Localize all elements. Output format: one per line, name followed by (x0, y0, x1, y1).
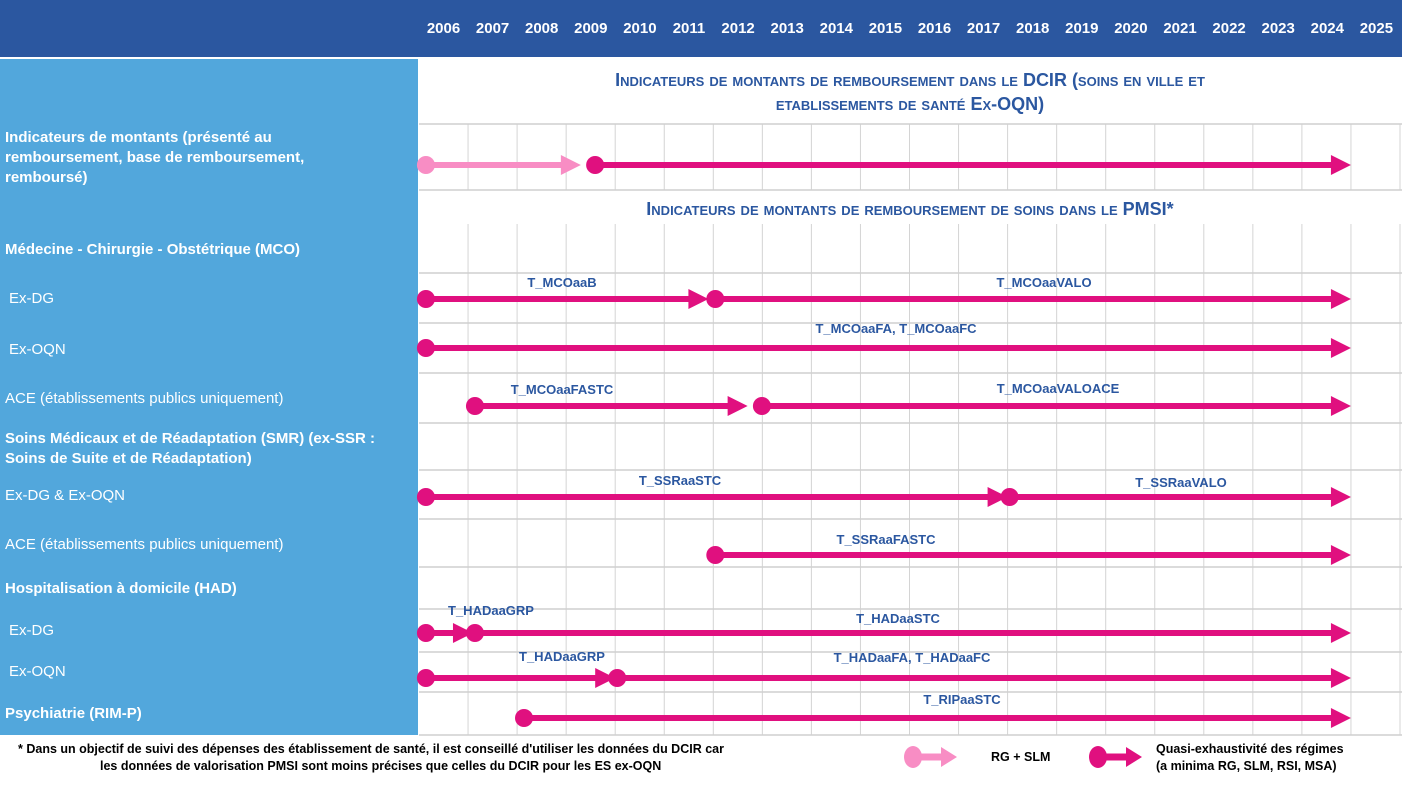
legend-dot-icon (1089, 746, 1107, 768)
year-label: 2007 (475, 20, 510, 37)
year-label: 2014 (819, 20, 853, 37)
start-dot-icon (416, 488, 435, 506)
start-dot-icon (608, 669, 627, 687)
start-dot-icon (1000, 488, 1019, 506)
arrow-head-icon (1330, 155, 1351, 175)
year-label: 2022 (1212, 20, 1246, 37)
arrow-head-icon (560, 155, 581, 175)
arrow-head-icon (1330, 545, 1351, 565)
year-label: 2021 (1163, 20, 1197, 37)
year-label: 2024 (1310, 20, 1344, 37)
pmsi-title: Indicateurs de montants de remboursement… (646, 199, 1174, 219)
year-label: 2017 (966, 20, 1001, 37)
start-dot-icon (416, 290, 435, 308)
year-header: 2006 2007 2008 2009 2010 2011 2012 2013 2014 2015… (0, 0, 1402, 57)
start-dot-icon (706, 290, 725, 308)
year-label: 2025 (1359, 20, 1394, 37)
year-label: 2008 (525, 20, 559, 37)
legend-arrow-head-icon (941, 747, 957, 767)
row-label-smr: Soins Médicaux et de Réadaptation (SMR) … (5, 430, 376, 467)
code-label: T_RIPaaSTC (923, 692, 1001, 707)
arrow-head-icon (727, 396, 748, 416)
start-dot-icon (586, 156, 605, 174)
dcir-title-1: Indicateurs de montants de remboursement… (615, 70, 1205, 90)
arrow-head-icon (688, 289, 709, 309)
row-label-mco: Médecine - Chirurgie - Obstétrique (MCO) (5, 241, 301, 258)
arrow-head-icon (987, 487, 1008, 507)
code-label: T_SSRaaSTC (638, 473, 722, 488)
year-label: 2013 (770, 20, 804, 37)
start-dot-icon (465, 624, 484, 642)
year-label: 2015 (868, 20, 903, 37)
arrow-head-icon (1330, 289, 1351, 309)
arrow-head-icon (1330, 668, 1351, 688)
start-dot-icon (416, 339, 435, 357)
code-label: T_MCOaaFASTC (510, 382, 614, 397)
year-label: 2019 (1065, 20, 1099, 37)
code-label: T_HADaaGRP (448, 603, 534, 618)
pmsi-title-band (419, 190, 1402, 224)
code-label: T_MCOaaVALO (996, 275, 1092, 290)
code-label: T_HADaaGRP (519, 649, 605, 664)
row-label-mco-exdg: Ex-DG (9, 290, 54, 307)
arrow-head-icon (1330, 338, 1351, 358)
year-label: 2023 (1261, 20, 1295, 37)
legend-light-label: RG + SLM (991, 750, 1051, 764)
start-dot-icon (752, 397, 771, 415)
start-dot-icon (416, 624, 435, 642)
legend-dark-label-2: (a minima RG, SLM, RSI, MSA) (1156, 759, 1337, 773)
arrow-head-icon (595, 668, 616, 688)
footnote-line-1: * Dans un objectif de suivi des dépenses… (18, 742, 724, 756)
arrow-head-icon (1330, 487, 1351, 507)
arrow-head-icon (452, 623, 473, 643)
code-label: T_HADaaFA, T_HADaaFC (833, 650, 991, 665)
year-label: 2020 (1114, 20, 1148, 37)
code-label: T_MCOaaVALOACE (996, 381, 1120, 396)
footnote-line-2: les données de valorisation PMSI sont mo… (100, 759, 662, 773)
row-label-psy: Psychiatrie (RIM-P) (5, 705, 142, 722)
year-label: 2016 (917, 20, 952, 37)
code-label: T_SSRaaVALO (1135, 475, 1227, 490)
code-label: T_MCOaaFA, T_MCOaaFC (815, 321, 977, 336)
year-label: 2011 (672, 20, 706, 37)
legend-dot-icon (904, 746, 922, 768)
row-label-mco-exoqn: Ex-OQN (9, 341, 66, 358)
year-label: 2006 (426, 20, 461, 37)
legend-dark-label-1: Quasi-exhaustivité des régimes (1156, 742, 1344, 756)
year-label: 2012 (721, 20, 755, 37)
arrow-head-icon (1330, 623, 1351, 643)
start-dot-icon (416, 669, 435, 687)
row-label-montants: Indicateurs de montants (présenté au rem… (5, 129, 305, 186)
row-label-smr-ace: ACE (établissements publics uniquement) (5, 536, 284, 553)
row-label-had: Hospitalisation à domicile (HAD) (5, 580, 237, 597)
year-label: 2009 (574, 20, 608, 37)
start-dot-icon (515, 709, 534, 727)
dcir-title-2: etablissements de santé Ex-OQN) (775, 94, 1045, 114)
arrow-head-icon (1330, 396, 1351, 416)
row-label-smr-all: Ex-DG & Ex-OQN (5, 487, 126, 504)
left-panel (0, 59, 418, 735)
code-label: T_MCOaaB (527, 275, 597, 290)
start-dot-icon (465, 397, 484, 415)
code-label: T_HADaaSTC (856, 611, 940, 626)
start-dot-icon (416, 156, 435, 174)
row-label-mco-ace: ACE (établissements publics uniquement) (5, 390, 284, 407)
row-label-had-exdg: Ex-DG (9, 622, 54, 639)
row-label-had-exoqn: Ex-OQN (9, 663, 66, 680)
legend-arrow-head-icon (1126, 747, 1142, 767)
start-dot-icon (706, 546, 725, 564)
year-label: 2018 (1016, 20, 1050, 37)
arrow-head-icon (1330, 708, 1351, 728)
year-label: 2010 (623, 20, 657, 37)
code-label: T_SSRaaFASTC (836, 532, 936, 547)
